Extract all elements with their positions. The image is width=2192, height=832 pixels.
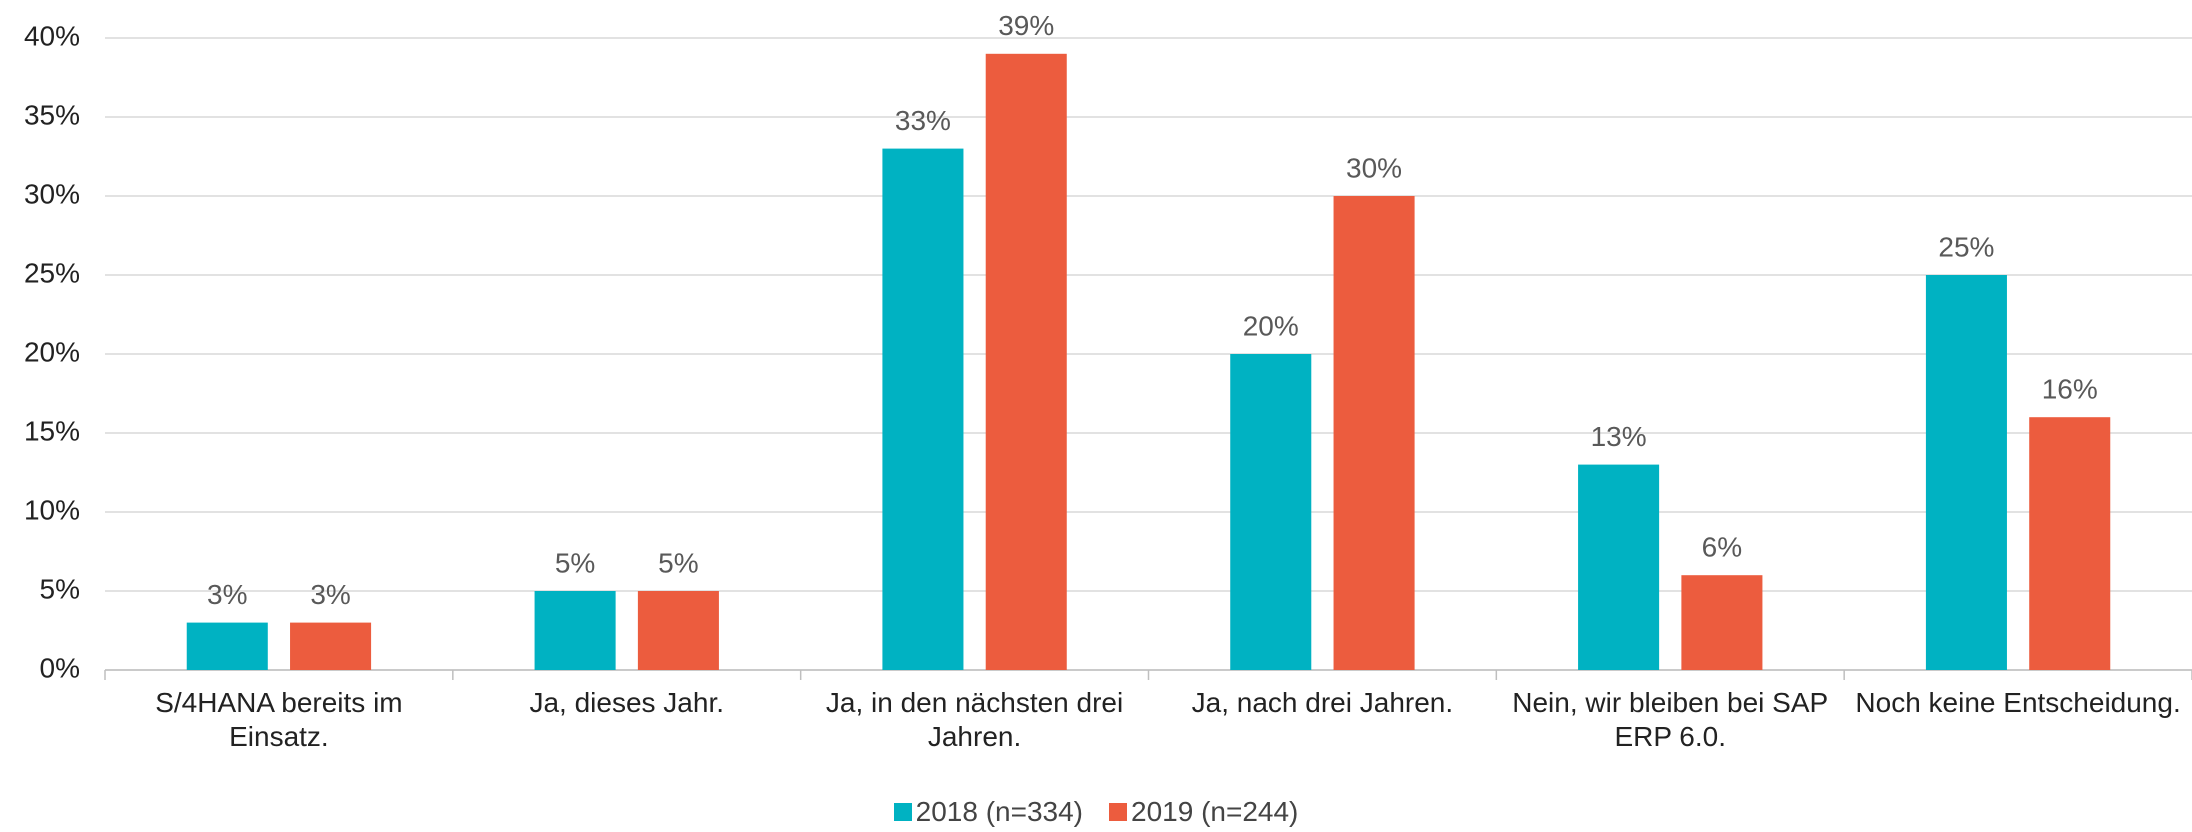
- bar: [186, 622, 268, 670]
- legend: 2018 (n=334) 2019 (n=244): [0, 796, 2192, 828]
- data-label: 5%: [555, 547, 595, 578]
- y-tick-label: 20%: [24, 336, 80, 367]
- bar: [1333, 196, 1415, 670]
- bar: [882, 148, 964, 671]
- legend-swatch: [893, 803, 912, 821]
- data-label: 25%: [1938, 231, 1994, 262]
- legend-item: 2018 (n=334): [893, 796, 1083, 828]
- y-tick-label: 5%: [40, 573, 80, 604]
- bar: [1681, 575, 1763, 670]
- plot: 0% 5% 10% 15% 20% 25% 30% 35% 40% 3% 3% 5% 5% 33% 39% 2…: [24, 10, 2192, 683]
- data-label: 5%: [658, 547, 698, 578]
- legend-label: 2018 (n=334): [915, 796, 1083, 827]
- data-label: 3%: [310, 579, 350, 610]
- y-tick-label: 35%: [24, 99, 80, 130]
- bar: [985, 53, 1067, 671]
- y-tick-label: 0%: [40, 652, 80, 683]
- y-tick-label: 10%: [24, 494, 80, 525]
- data-label: 30%: [1346, 152, 1402, 183]
- x-tick-label: Nein, wir bleiben bei SAP ERP 6.0.: [1512, 687, 1829, 752]
- x-tick-label: S/4HANA bereits im Einsatz.: [155, 687, 403, 752]
- y-tick-label: 25%: [24, 257, 80, 288]
- x-tick-label: Ja, nach drei Jahren.: [1191, 687, 1454, 718]
- data-label: 16%: [2042, 374, 2098, 405]
- bar: [290, 622, 372, 670]
- x-tick-label: Ja, in den nächsten drei Jahren.: [825, 687, 1124, 752]
- x-tick-label: Ja, dieses Jahr.: [529, 687, 725, 718]
- data-label: 33%: [895, 105, 951, 136]
- legend-item: 2019 (n=244): [1109, 796, 1298, 828]
- bar: [1578, 464, 1660, 670]
- data-label: 13%: [1591, 421, 1647, 452]
- legend-swatch: [1109, 803, 1127, 821]
- bar: [1925, 275, 2007, 670]
- bar: [1230, 354, 1312, 670]
- legend-label: 2019 (n=244): [1131, 796, 1299, 827]
- data-label: 20%: [1243, 310, 1299, 341]
- y-tick-label: 30%: [24, 178, 80, 209]
- y-tick-label: 40%: [24, 20, 80, 51]
- bar: [534, 591, 616, 670]
- bar: [2029, 417, 2111, 670]
- y-tick-label: 15%: [24, 415, 80, 446]
- data-label: 39%: [998, 10, 1054, 41]
- bar: [637, 591, 719, 670]
- data-label: 3%: [207, 579, 247, 610]
- data-label: 6%: [1702, 532, 1742, 563]
- x-tick-label: Noch keine Entscheidung.: [1855, 687, 2181, 718]
